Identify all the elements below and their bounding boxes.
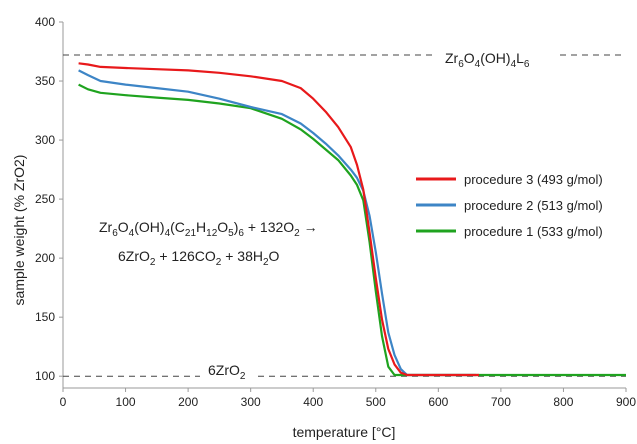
reference-lines [63, 54, 626, 377]
y-tick-label: 150 [35, 310, 55, 324]
x-tick-label: 400 [303, 395, 323, 409]
y-axis-title: sample weight (% ZrO2) [11, 155, 27, 306]
series-line-3 [78, 83, 626, 377]
legend: procedure 3 (493 g/mol) procedure 2 (513 … [416, 172, 603, 239]
x-tick-label: 300 [241, 395, 261, 409]
x-tick-label: 200 [178, 395, 198, 409]
x-axis-title: temperature [°C] [293, 424, 396, 440]
x-tick-label: 0 [60, 395, 67, 409]
y-tick-label: 300 [35, 133, 55, 147]
series-lines [78, 62, 626, 377]
series-line-2 [78, 69, 476, 377]
x-tick-label: 900 [616, 395, 636, 409]
x-tick-label: 700 [491, 395, 511, 409]
legend-label: procedure 1 (533 g/mol) [464, 224, 603, 239]
x-tick-label: 800 [553, 395, 573, 409]
legend-label: procedure 3 (493 g/mol) [464, 172, 603, 187]
reaction-annotation-line2: 6ZrO2 + 126CO2 + 38H2O [118, 248, 280, 268]
x-tick-label: 100 [116, 395, 136, 409]
y-tick-label: 250 [35, 192, 55, 206]
y-tick-label: 400 [35, 15, 55, 29]
ticks: 0 100 200 300 400 500 600 700 800 900 100 150 200 250… [35, 15, 636, 409]
y-tick-label: 200 [35, 251, 55, 265]
x-tick-label: 600 [428, 395, 448, 409]
x-tick-label: 500 [366, 395, 386, 409]
ref-line-label-bottom: 6ZrO2 [208, 362, 246, 382]
legend-label: procedure 2 (513 g/mol) [464, 198, 603, 213]
y-tick-label: 350 [35, 74, 55, 88]
series-line-1 [78, 62, 479, 377]
y-tick-label: 100 [35, 369, 55, 383]
reaction-annotation-line1: Zr6O4(OH)4(C21H12O5)6 + 132O2 → [99, 219, 318, 239]
ref-line-label-top: Zr6O4(OH)4L6 [445, 50, 530, 70]
axes [62, 22, 626, 389]
